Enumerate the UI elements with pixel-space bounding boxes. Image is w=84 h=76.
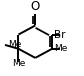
Text: O: O <box>31 0 40 13</box>
Text: Me: Me <box>8 40 22 49</box>
Text: Me: Me <box>12 59 25 68</box>
Text: Me: Me <box>54 44 67 53</box>
Text: Br: Br <box>54 30 65 40</box>
